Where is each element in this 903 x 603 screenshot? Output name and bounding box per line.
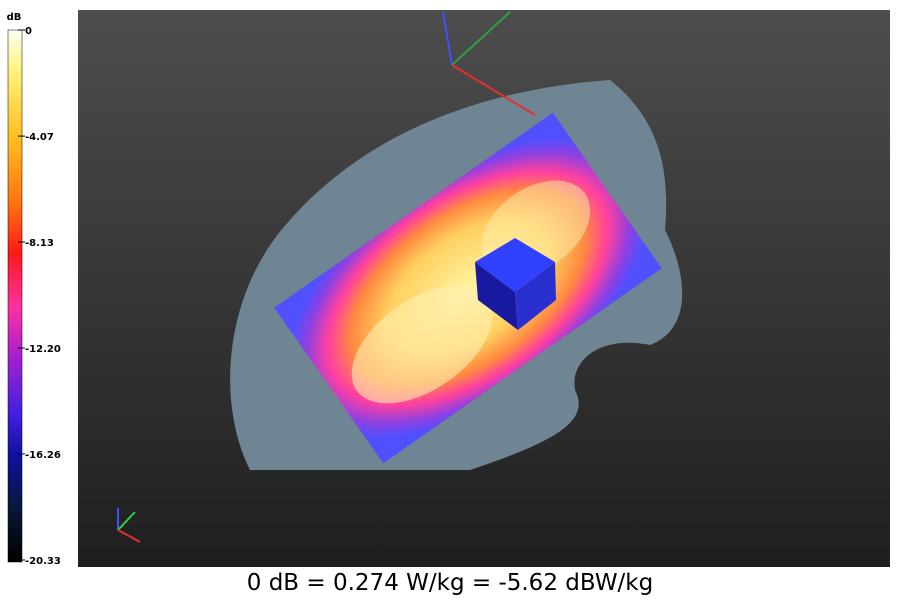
colorbar-tick-label: -8.13 [25,238,54,249]
caption: 0 dB = 0.274 W/kg = -5.62 dBW/kg [247,570,653,596]
colorbar-tick-label: -16.26 [25,450,61,461]
colorbar-tick-label: -12.20 [25,344,61,355]
colorbar-tick-label: 0 [25,26,32,37]
axes-triad [117,11,536,543]
colorbar [7,29,23,563]
zoom-cube [475,238,556,330]
colorbar-tick-label: -4.07 [25,132,54,143]
colorbar-tick-label: -20.33 [25,556,61,567]
colorbar-unit: dB [7,12,22,23]
